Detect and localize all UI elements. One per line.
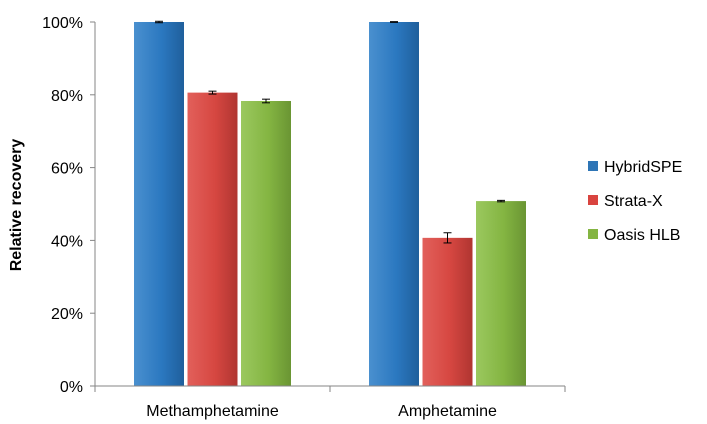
bars-group bbox=[134, 22, 526, 386]
y-tick-label: 100% bbox=[42, 15, 83, 32]
y-axis: 0% 20% 40% 60% 80% 100% bbox=[42, 15, 95, 396]
bar-hybridspe bbox=[369, 22, 419, 386]
legend-label: Strata-X bbox=[604, 193, 663, 210]
x-tick-label: Amphetamine bbox=[398, 403, 497, 420]
x-axis: Methamphetamine Amphetamine bbox=[94, 386, 566, 420]
legend-swatch bbox=[588, 161, 598, 171]
bar-hybridspe bbox=[134, 22, 184, 386]
legend: HybridSPE Strata-X Oasis HLB bbox=[588, 159, 682, 244]
legend-swatch bbox=[588, 195, 598, 205]
x-tick-label: Methamphetamine bbox=[146, 403, 279, 420]
y-tick-label: 60% bbox=[51, 161, 83, 178]
legend-swatch bbox=[588, 229, 598, 239]
y-tick-label: 0% bbox=[60, 379, 83, 396]
y-tick-label: 40% bbox=[51, 233, 83, 250]
legend-label: Oasis HLB bbox=[604, 227, 680, 244]
y-tick-label: 20% bbox=[51, 306, 83, 323]
y-axis-title: Relative recovery bbox=[8, 139, 25, 272]
bar-strata-x bbox=[422, 237, 473, 386]
bar-oasis-hlb bbox=[476, 201, 526, 386]
y-tick-label: 80% bbox=[51, 88, 83, 105]
bar-strata-x bbox=[187, 92, 238, 386]
error-bars-group bbox=[155, 20, 505, 244]
legend-label: HybridSPE bbox=[604, 159, 682, 176]
bar-oasis-hlb bbox=[241, 100, 291, 386]
